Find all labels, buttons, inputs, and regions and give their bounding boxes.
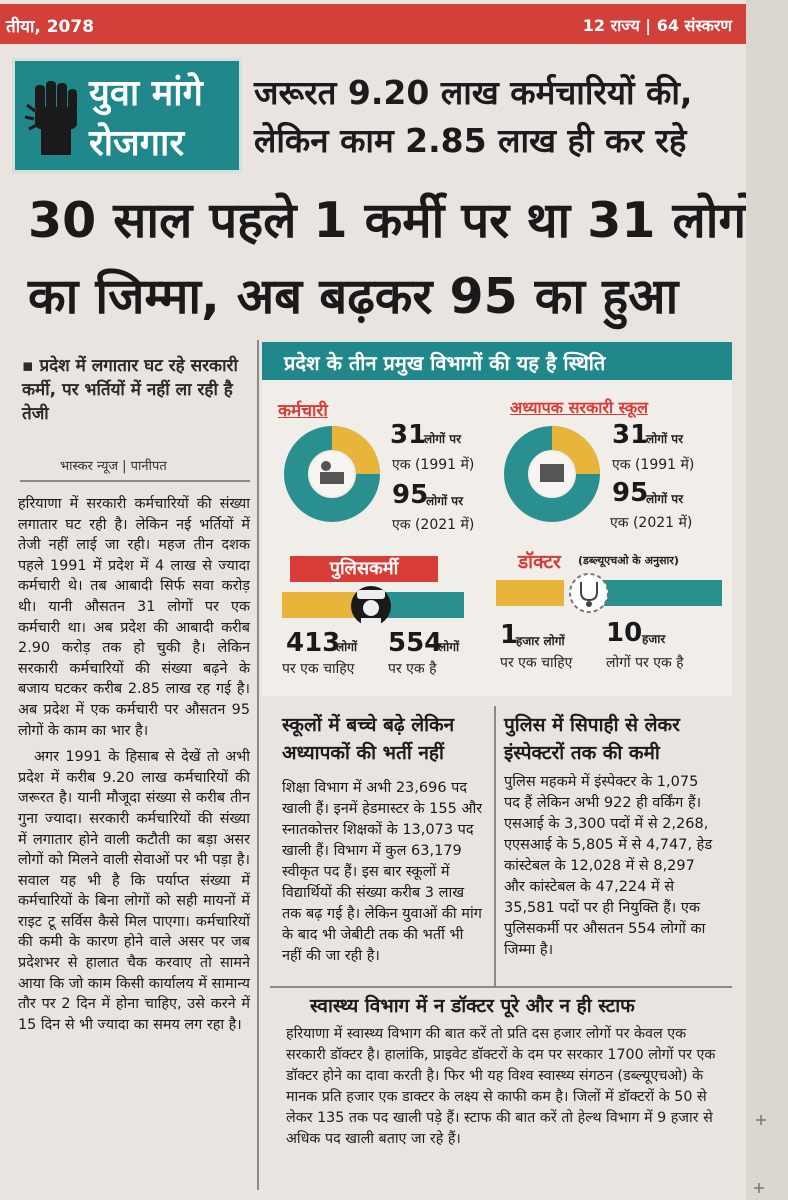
kicker-line-2: लेकिन काम 2.85 लाख ही कर रहे — [254, 121, 687, 160]
story-paragraph-1: हरियाणा में सरकारी कर्मचारियों की संख्या… — [18, 496, 250, 739]
teachers-label: अध्यापक सरकारी स्कूल — [510, 398, 649, 417]
doctors-label: डॉक्टर — [518, 551, 561, 573]
main-headline-1: 30 साल पहले 1 कर्मी पर था 31 लोगों — [28, 192, 759, 249]
employees-2021-number: 95 — [392, 480, 429, 510]
police-label: पुलिसकर्मी — [290, 556, 438, 582]
doctors-note: (डब्ल्यूएचओ के अनुसार) — [578, 554, 679, 567]
page-edge-shadow — [746, 0, 788, 1200]
employees-1991-unit: लोगों पर — [424, 432, 462, 446]
police-actual-sub: पर एक है — [388, 661, 437, 677]
inner-column-rule — [494, 706, 496, 986]
byline-rule — [20, 480, 250, 482]
doctors-actual-bar — [604, 580, 722, 606]
campaign-badge: युवा मांगे रोजगार — [12, 58, 242, 173]
employees-1991-number: 31 — [390, 420, 427, 450]
police-col-title-1: पुलिस में सिपाही से लेकर — [504, 714, 680, 736]
doctors-actual-unit: हजार — [642, 632, 666, 646]
police-needed-sub: पर एक चाहिए — [282, 661, 355, 677]
schools-title-1: स्कूलों में बच्चे बढ़े लेकिन — [282, 714, 455, 736]
left-column-story: हरियाणा में सरकारी कर्मचारियों की संख्या… — [18, 494, 250, 1041]
schools-body: शिक्षा विभाग में अभी 23,696 पद खाली हैं।… — [282, 780, 483, 964]
health-rule — [270, 986, 732, 988]
employees-1991-sub: एक (1991 में) — [392, 457, 475, 473]
badge-line-1: युवा मांगे — [89, 73, 203, 114]
doctors-actual-number: 10 — [606, 618, 643, 648]
byline: भास्कर न्यूज | पानीपत — [60, 459, 167, 474]
main-headline-2: का जिम्मा, अब बढ़कर 95 का हुआ — [28, 268, 679, 325]
health-body: हरियाणा में स्वास्थ्य विभाग की बात करें … — [286, 1026, 716, 1147]
story-paragraph-2: अगर 1991 के हिसाब से देखें तो अभी प्रदेश… — [18, 749, 250, 1033]
date-label: तीया, 2078 — [6, 17, 95, 37]
police-needed-number: 413 — [286, 628, 341, 658]
badge-line-2: रोजगार — [89, 123, 185, 164]
police-actual-bar — [382, 592, 464, 618]
column-rule — [257, 340, 259, 1190]
employees-donut — [284, 426, 380, 522]
employees-label: कर्मचारी — [278, 401, 328, 421]
teachers-1991-sub: एक (1991 में) — [612, 457, 695, 473]
teachers-2021-unit: लोगों पर — [646, 492, 684, 506]
teachers-2021-number: 95 — [612, 478, 649, 508]
masthead-strip: तीया, 2078 12 राज्य | 64 संस्करण — [0, 4, 746, 44]
schools-title-2: अध्यापकों की भर्ती नहीं — [282, 742, 444, 764]
infographic-header: प्रदेश के तीन प्रमुख विभागों की यह है स्… — [262, 342, 732, 380]
teachers-1991-unit: लोगों पर — [646, 432, 684, 446]
raised-fist-icon — [25, 81, 77, 155]
doctors-actual-sub: लोगों पर एक है — [606, 655, 684, 671]
police-actual-unit: लोगों — [438, 640, 460, 654]
police-col-body: पुलिस महकमे में इंस्पेक्टर के 1,075 पद ह… — [504, 774, 713, 958]
employees-2021-sub: एक (2021 में) — [392, 517, 475, 533]
police-col-title-2: इंस्पेक्टरों तक की कमी — [504, 742, 660, 764]
teachers-donut — [504, 426, 600, 522]
health-title: स्वास्थ्य विभाग में न डॉक्टर पूरे और न ह… — [310, 995, 635, 1017]
doctors-needed-unit: हजार लोगों — [516, 634, 565, 648]
doctors-needed-number: 1 — [500, 620, 519, 650]
stethoscope-icon — [569, 573, 609, 613]
police-needed-bar — [282, 592, 360, 618]
employees-2021-unit: लोगों पर — [426, 494, 464, 508]
police-actual-number: 554 — [388, 628, 443, 658]
deck-subhead: ▪ प्रदेश में लगातार घट रहे सरकारी कर्मी,… — [22, 356, 238, 424]
police-officer-icon — [351, 586, 391, 626]
edition-label: 12 राज्य | 64 संस्करण — [582, 16, 732, 35]
doctors-needed-sub: पर एक चाहिए — [500, 655, 573, 671]
teachers-2021-sub: एक (2021 में) — [610, 515, 693, 531]
teachers-1991-number: 31 — [612, 420, 649, 450]
police-needed-unit: लोगों — [336, 640, 358, 654]
doctors-needed-bar — [496, 580, 564, 606]
kicker-line-1: जरूरत 9.20 लाख कर्मचारियों की, — [254, 73, 693, 112]
